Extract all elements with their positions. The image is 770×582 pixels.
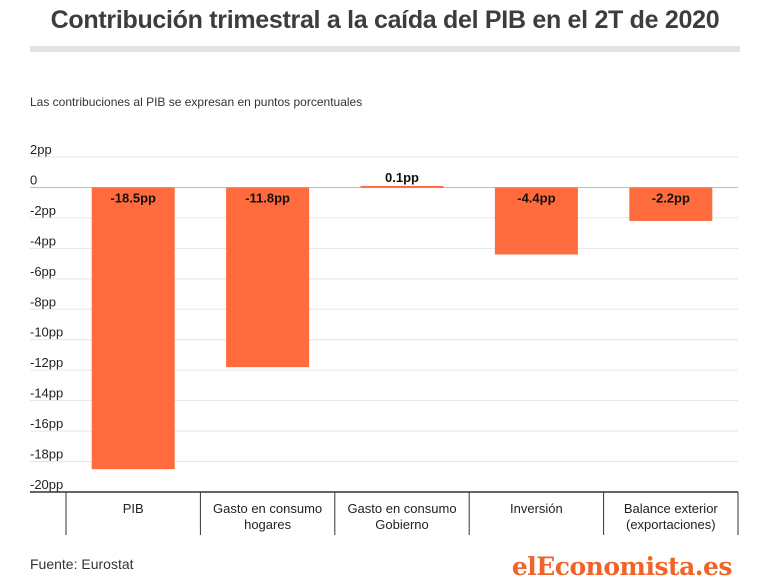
bar — [91, 187, 175, 470]
x-category-label: Inversión — [510, 501, 563, 516]
y-tick-label: -8pp — [30, 294, 56, 309]
chart-title: Contribución trimestral a la caída del P… — [50, 6, 720, 34]
y-tick-label: 2pp — [30, 142, 52, 157]
y-tick-label: -14pp — [30, 386, 63, 401]
data-label: -11.8pp — [245, 190, 290, 205]
source-note: Fuente: Eurostat — [30, 556, 134, 572]
x-category-label: Gasto en consumo — [347, 501, 456, 516]
y-tick-label: -16pp — [30, 416, 63, 431]
bar — [360, 185, 444, 188]
x-category-label: PIB — [123, 501, 144, 516]
y-tick-label: -10pp — [30, 325, 63, 340]
y-tick-label: -2pp — [30, 203, 56, 218]
data-label: -2.2pp — [652, 190, 690, 205]
x-category-label: hogares — [244, 517, 291, 532]
bar-chart: 2pp 0 -2pp -4pp -6pp -8pp -10pp -12pp -14pp -16pp… — [30, 142, 739, 535]
x-category-label: (exportaciones) — [626, 517, 716, 532]
data-label: 0.1pp — [385, 170, 419, 185]
y-tick-label: -6pp — [30, 264, 56, 279]
bar — [226, 187, 310, 368]
brand-logo: elEconomista.es — [511, 552, 733, 581]
x-category-label: Balance exterior — [624, 501, 719, 516]
bar — [494, 187, 578, 255]
bar — [629, 187, 713, 221]
y-tick-label: -20pp — [30, 477, 63, 492]
chart-subtitle: Las contribuciones al PIB se expresan en… — [30, 95, 363, 109]
title-divider — [30, 46, 740, 52]
x-category-label: Gasto en consumo — [213, 501, 322, 516]
y-tick-label: -4pp — [30, 233, 56, 248]
y-tick-label: -12pp — [30, 355, 63, 370]
x-category-label: Gobierno — [375, 517, 428, 532]
data-label: -4.4pp — [517, 190, 555, 205]
data-label: -18.5pp — [110, 190, 156, 205]
y-tick-label: 0 — [30, 172, 37, 187]
y-tick-label: -18pp — [30, 447, 63, 462]
